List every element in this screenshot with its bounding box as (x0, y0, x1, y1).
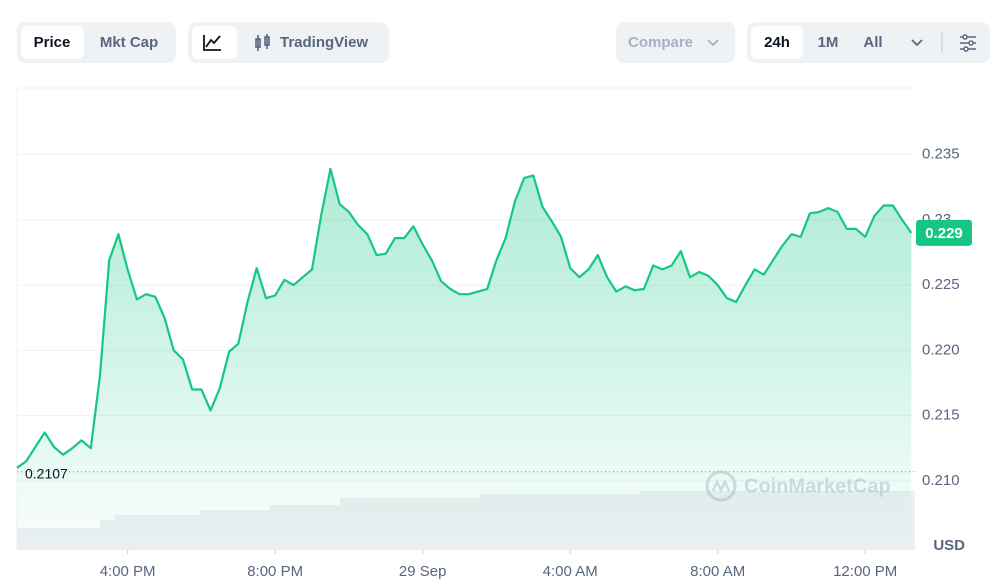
settings-icon[interactable] (960, 34, 976, 52)
tradingview-button[interactable]: TradingView (280, 34, 368, 51)
chevron[interactable] (911, 39, 923, 47)
chevron (707, 39, 719, 47)
active-range[interactable] (751, 26, 803, 59)
active-tab[interactable] (21, 26, 84, 59)
currency-label: USD (933, 537, 965, 554)
y-tick-label: 0.220 (922, 341, 960, 358)
toggle-group (188, 22, 389, 63)
x-tick-label: 12:00 PM (833, 563, 897, 580)
open-price-label: 0.2107 (25, 465, 68, 481)
mkt-cap-tab[interactable]: Mkt Cap (100, 34, 158, 51)
x-tick-label: 4:00 PM (100, 563, 156, 580)
watermark-text: CoinMarketCap (744, 475, 891, 497)
x-tick-label: 8:00 PM (247, 563, 303, 580)
y-tick-label: 0.210 (922, 472, 960, 489)
x-tick-label: 4:00 AM (543, 563, 598, 580)
y-tick-label: 0.215 (922, 407, 960, 424)
y-tick-label: 0.225 (922, 276, 960, 293)
compare-label[interactable]: Compare (628, 34, 693, 51)
price-area (17, 168, 912, 550)
range-1m[interactable]: 1M (818, 34, 839, 51)
compare-button[interactable] (616, 22, 735, 63)
range-all[interactable]: All (863, 34, 882, 51)
current-price-badge (916, 219, 972, 246)
candle-icon (255, 34, 270, 51)
watermark: CoinMarketCap (705, 470, 891, 502)
line-icon (203, 35, 221, 51)
x-tick-label: 29 Sep (399, 563, 447, 580)
x-tick-label: 8:00 AM (690, 563, 745, 580)
current-price-label: 0.229 (925, 225, 963, 242)
range-group (747, 22, 990, 63)
range-24h[interactable]: 24h (764, 34, 790, 51)
y-tick-label: 0.235 (922, 146, 960, 163)
price-tab[interactable]: Price (34, 34, 71, 51)
price-line (16, 167, 913, 469)
